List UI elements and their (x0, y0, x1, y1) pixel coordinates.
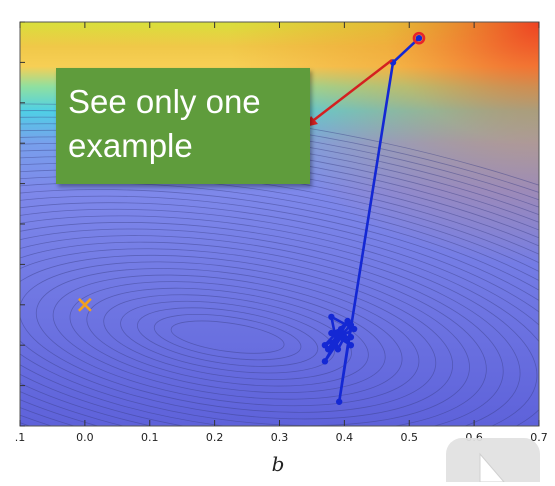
path-point (415, 34, 423, 42)
path-point (337, 325, 345, 333)
contour-line (20, 175, 539, 426)
annotation-text: See only one example (68, 80, 303, 168)
path-point (328, 313, 335, 321)
video-play-button[interactable] (446, 438, 540, 483)
annotation-line-2: example (68, 127, 193, 164)
x-axis-ticks (19, 21, 540, 427)
contour-line (20, 261, 437, 413)
path-point (344, 317, 351, 325)
contour-line (20, 241, 487, 426)
contour-line (103, 294, 352, 380)
contour-line (20, 235, 504, 426)
path-point (347, 333, 355, 341)
annotation-line-1: See only one (68, 83, 261, 120)
path-point (321, 342, 329, 349)
path-point (347, 342, 355, 349)
path-point (335, 398, 343, 405)
contour-line (20, 248, 470, 426)
x-tick-label: 0.4 (336, 431, 354, 444)
contour-line (86, 287, 369, 387)
contour-line (120, 300, 336, 374)
start-marker (412, 31, 426, 45)
x-tick-label: 0.0 (76, 431, 94, 444)
contour-line (20, 189, 539, 426)
x-tick-label: .1 (15, 431, 26, 444)
path-point (337, 333, 345, 341)
contour-line (20, 254, 454, 420)
contour-line (20, 215, 539, 426)
contour-line (170, 320, 285, 354)
x-tick-label: 0.2 (206, 431, 224, 444)
contour-line (35, 268, 420, 407)
path-point (328, 329, 335, 337)
x-axis-label: b (272, 452, 285, 476)
contour-line (20, 182, 539, 426)
contour-line (20, 228, 521, 426)
contour-line (20, 195, 539, 426)
path-point (350, 325, 358, 333)
path-point (334, 346, 342, 353)
x-tick-label: 0.5 (401, 431, 419, 444)
contour-line (20, 208, 539, 426)
annotation-arrow (309, 59, 393, 124)
minimum-marker-stroke (77, 297, 92, 312)
x-tick-label: 0.7 (530, 431, 548, 444)
play-icon (479, 452, 506, 483)
contour-line (20, 222, 538, 426)
contour-line (52, 274, 403, 400)
contour-line (69, 281, 386, 394)
gradient-path (77, 31, 426, 405)
contour-line (153, 314, 302, 361)
annotation-callout: See only one example (56, 68, 310, 184)
minimum-marker (77, 297, 92, 312)
x-tick-label: 0.3 (271, 431, 289, 444)
x-tick-label: 0.1 (141, 431, 159, 444)
contour-line (137, 307, 319, 367)
contour-line (20, 202, 539, 426)
path-point (321, 358, 329, 365)
